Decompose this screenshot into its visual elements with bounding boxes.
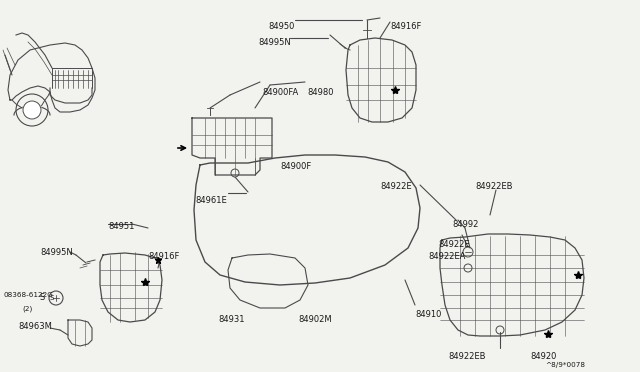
- Text: S: S: [40, 294, 45, 302]
- Text: 84922EA: 84922EA: [428, 252, 465, 261]
- Text: 84922E: 84922E: [438, 240, 470, 249]
- Text: 84995N: 84995N: [258, 38, 291, 47]
- Text: 84950: 84950: [268, 22, 294, 31]
- Text: 84900F: 84900F: [280, 162, 311, 171]
- Text: 84920: 84920: [530, 352, 556, 361]
- Text: 84922EB: 84922EB: [448, 352, 486, 361]
- Text: 84992: 84992: [452, 220, 478, 229]
- Text: 84961E: 84961E: [195, 196, 227, 205]
- Text: S: S: [49, 295, 53, 301]
- Text: 84922E: 84922E: [380, 182, 412, 191]
- Text: 84916F: 84916F: [390, 22, 421, 31]
- Text: ^8/9*0078: ^8/9*0078: [545, 362, 585, 368]
- Text: 84916F: 84916F: [148, 252, 179, 261]
- Text: 84963M: 84963M: [18, 322, 52, 331]
- Text: 84951: 84951: [108, 222, 134, 231]
- Text: 84995N: 84995N: [40, 248, 73, 257]
- Text: 84931: 84931: [218, 315, 244, 324]
- Text: (2): (2): [22, 306, 32, 312]
- Text: 84980: 84980: [307, 88, 333, 97]
- Text: 84922EB: 84922EB: [475, 182, 513, 191]
- Circle shape: [23, 101, 41, 119]
- Text: 08368-6122G: 08368-6122G: [4, 292, 54, 298]
- Text: 84900FA: 84900FA: [262, 88, 298, 97]
- Text: 84902M: 84902M: [298, 315, 332, 324]
- Text: 84910: 84910: [415, 310, 442, 319]
